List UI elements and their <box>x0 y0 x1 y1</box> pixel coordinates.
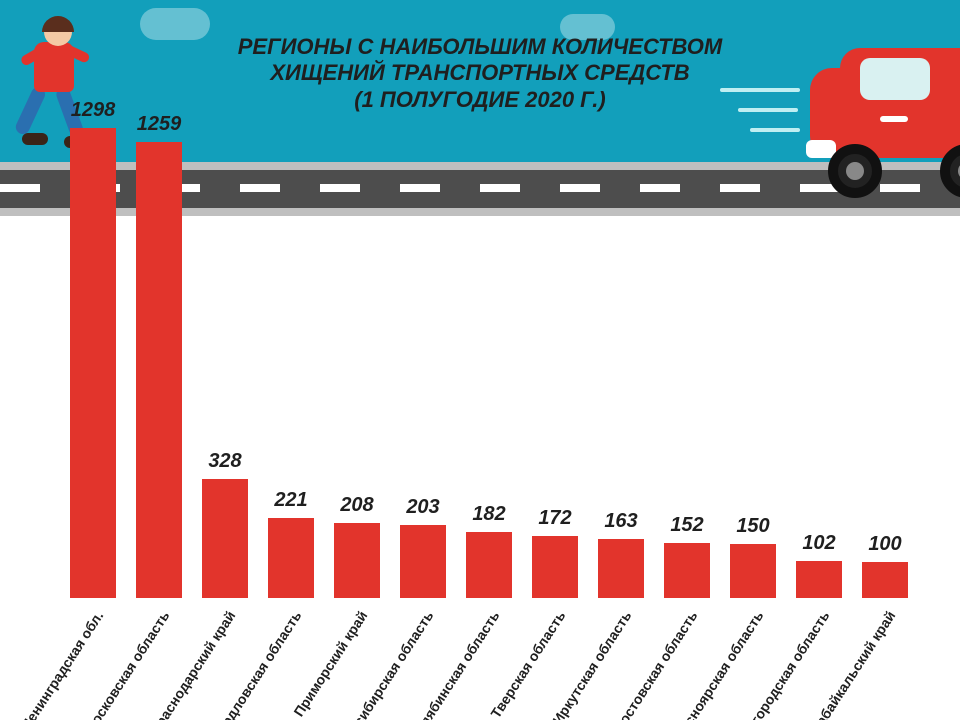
bar-value: 100 <box>868 533 901 556</box>
bar-11: 102Нижегородская область <box>796 128 842 598</box>
bar-rect: 208 <box>334 523 380 598</box>
bar-rect: 100 <box>862 562 908 598</box>
title-line: ХИЩЕНИЙ ТРАНСПОРТНЫХ СРЕДСТВ <box>0 60 960 86</box>
bar-rect: 102 <box>796 561 842 598</box>
bar-rect: 203 <box>400 525 446 599</box>
bar-10: 150Красноярская область <box>730 128 776 598</box>
bar-4: 208Приморский край <box>334 128 380 598</box>
bar-9: 152Ростовская область <box>664 128 710 598</box>
bar-value: 163 <box>604 510 637 533</box>
bar-chart: 1298г. Санкт-Петербург и Ленинградская о… <box>70 128 930 598</box>
bar-rect: 172 <box>532 536 578 598</box>
bar-value: 1259 <box>137 113 182 136</box>
bar-rect: 150 <box>730 544 776 598</box>
bar-rect: 1259 <box>136 142 182 598</box>
bar-rect: 221 <box>268 518 314 598</box>
bar-value: 203 <box>406 496 439 519</box>
bar-label: Приморский край <box>290 608 370 719</box>
bar-rect: 163 <box>598 539 644 598</box>
bar-3: 221Свердловская область <box>268 128 314 598</box>
title-line: (1 ПОЛУГОДИЕ 2020 Г.) <box>0 87 960 113</box>
bar-1: 1259г. Москва и Московская область <box>136 128 182 598</box>
bar-value: 150 <box>736 515 769 538</box>
bar-value: 172 <box>538 507 571 530</box>
title-line: РЕГИОНЫ С НАИБОЛЬШИМ КОЛИЧЕСТВОМ <box>0 34 960 60</box>
bar-8: 163Иркутская область <box>598 128 644 598</box>
bar-2: 328Краснодарский край <box>202 128 248 598</box>
bar-rect: 328 <box>202 479 248 598</box>
bar-6: 182Челябинская область <box>466 128 512 598</box>
bar-value: 1298 <box>71 99 116 122</box>
bar-rect: 1298 <box>70 128 116 598</box>
bar-value: 221 <box>274 489 307 512</box>
bar-value: 182 <box>472 503 505 526</box>
chart-title: РЕГИОНЫ С НАИБОЛЬШИМ КОЛИЧЕСТВОМ ХИЩЕНИЙ… <box>0 34 960 113</box>
bar-5: 203Новосибирская область <box>400 128 446 598</box>
bar-0: 1298г. Санкт-Петербург и Ленинградская о… <box>70 128 116 598</box>
bar-value: 208 <box>340 494 373 517</box>
bar-value: 152 <box>670 514 703 537</box>
infographic: РЕГИОНЫ С НАИБОЛЬШИМ КОЛИЧЕСТВОМ ХИЩЕНИЙ… <box>0 0 960 720</box>
bar-12: 100Забайкальский край <box>862 128 908 598</box>
bar-7: 172Тверская область <box>532 128 578 598</box>
bar-value: 328 <box>208 450 241 473</box>
bar-label: г. Санкт-Петербург и Ленинградская обл. <box>0 608 106 720</box>
bar-rect: 182 <box>466 532 512 598</box>
bar-rect: 152 <box>664 543 710 598</box>
bar-label: Тверская область <box>487 608 568 720</box>
bar-value: 102 <box>802 532 835 555</box>
